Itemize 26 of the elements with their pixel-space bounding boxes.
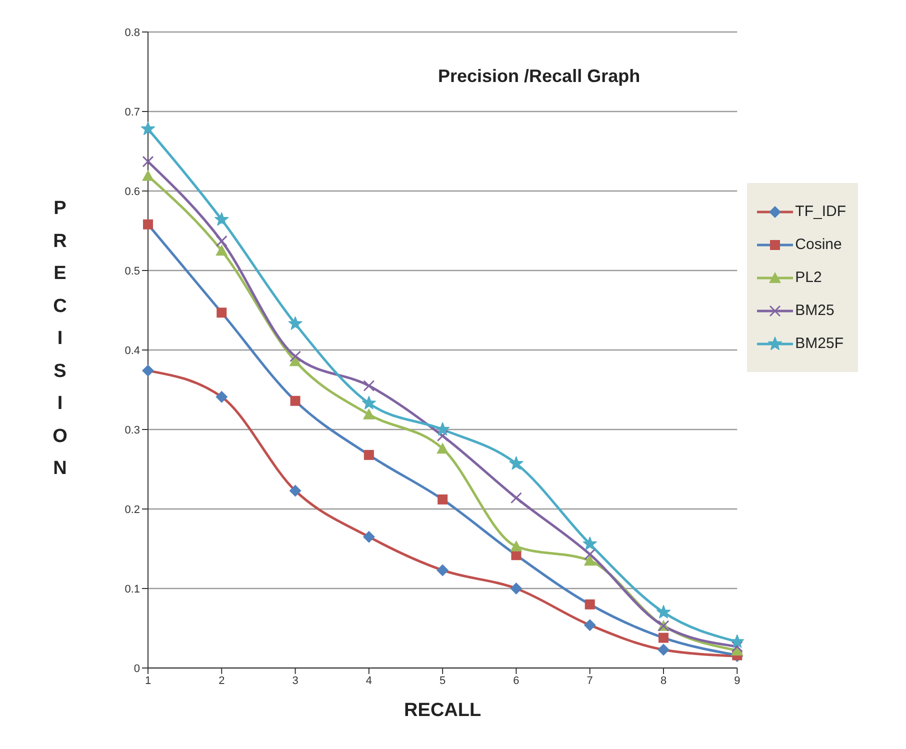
y-tick-label: 0.1 bbox=[124, 583, 140, 596]
y-tick-label: 0.3 bbox=[124, 424, 140, 436]
x-tick-label: 3 bbox=[292, 674, 298, 687]
legend-label: PL2 bbox=[795, 269, 822, 286]
y-tick-label: 0.5 bbox=[124, 265, 140, 278]
x-axis-title: RECALL bbox=[404, 700, 482, 721]
text: Precision /Recall Graph bbox=[438, 66, 640, 87]
y-tick-label: 0.4 bbox=[124, 344, 140, 357]
x-tick-label: 9 bbox=[734, 674, 740, 687]
x-tick-label: 1 bbox=[144, 674, 152, 687]
y-tick-label: 0.8 bbox=[124, 26, 140, 39]
text: PRECISION bbox=[52, 198, 68, 479]
legend-label: Cosine bbox=[795, 236, 842, 253]
y-tick-label: 0.7 bbox=[124, 106, 140, 118]
legend-label: BM25 bbox=[795, 302, 834, 319]
y-tick-label: 0.2 bbox=[124, 504, 140, 516]
y-tick-label: 0.6 bbox=[124, 186, 140, 198]
x-tick-label: 6 bbox=[513, 674, 520, 687]
x-tick-label: 5 bbox=[440, 674, 446, 687]
x-tick-label: 8 bbox=[660, 674, 667, 687]
x-tick-label: 4 bbox=[366, 674, 372, 687]
x-tick-label: 2 bbox=[218, 674, 225, 687]
x-tick-label: 7 bbox=[586, 674, 593, 687]
y-tick-label: 0 bbox=[134, 662, 140, 675]
legend-label: TF_IDF bbox=[795, 203, 846, 220]
legend-label: BM25F bbox=[795, 335, 844, 352]
